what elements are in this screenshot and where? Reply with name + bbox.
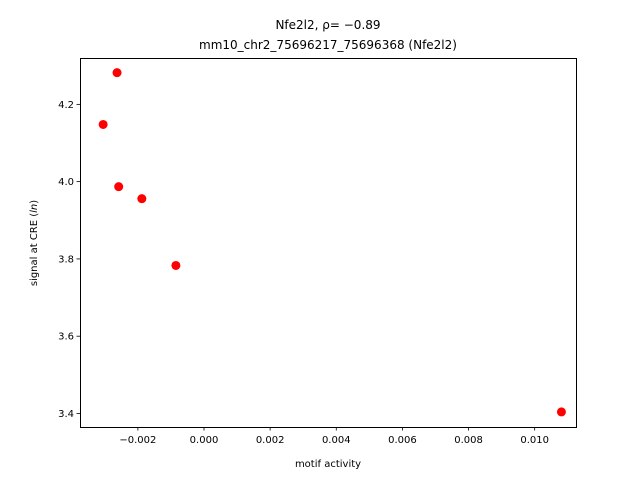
scatter-point xyxy=(98,119,108,129)
x-axis-label: motif activity xyxy=(295,459,361,470)
chart-title-line1: Nfe2l2, ρ= −0.89 xyxy=(275,18,380,32)
plot-frame xyxy=(80,58,577,428)
scatter-point xyxy=(171,260,181,270)
y-axis-label-italic: ln xyxy=(29,204,40,213)
y-axis-label: signal at CRE (ln) xyxy=(29,200,40,286)
x-tick-label: 0.004 xyxy=(322,435,351,446)
scatter-point xyxy=(114,182,124,192)
y-tick-label: 3.8 xyxy=(58,254,74,265)
y-tick-label: 4.0 xyxy=(58,177,74,188)
scatter-point xyxy=(137,194,147,204)
y-tick-label: 3.6 xyxy=(58,332,74,343)
y-axis-label-prefix: signal at CRE ( xyxy=(29,213,40,286)
x-tick-label: 0.000 xyxy=(190,435,219,446)
x-tick-label: 0.010 xyxy=(520,435,549,446)
y-tick-label: 4.2 xyxy=(58,100,74,111)
scatter-point xyxy=(112,68,122,78)
chart-title-line2: mm10_chr2_75696217_75696368 (Nfe2l2) xyxy=(199,38,457,52)
y-axis-label-suffix: ) xyxy=(29,200,40,204)
x-tick-label: −0.002 xyxy=(119,435,156,446)
axis-ticks: −0.002 0.000 0.002 0.004 0.006 0.008 0.010 3.4 3… xyxy=(58,100,549,446)
x-tick-label: 0.002 xyxy=(256,435,285,446)
x-tick-label: 0.006 xyxy=(388,435,417,446)
x-tick-label: 0.008 xyxy=(454,435,483,446)
data-points xyxy=(98,68,566,417)
scatter-point xyxy=(556,407,566,417)
y-tick-label: 3.4 xyxy=(58,409,74,420)
